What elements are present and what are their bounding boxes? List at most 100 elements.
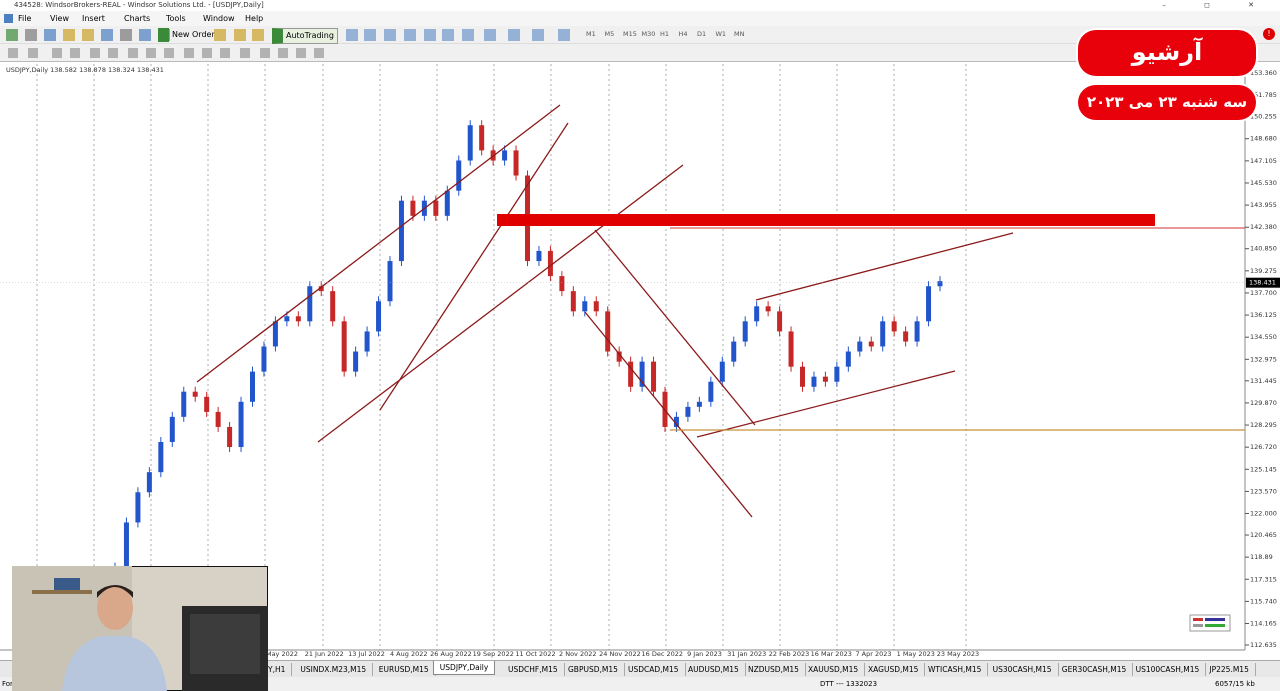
status-bar: For DTT --- 1332023 6057/15 kb bbox=[0, 677, 1280, 691]
trendline bbox=[755, 232, 1014, 301]
toolbar-icon[interactable] bbox=[484, 29, 496, 41]
toolbar-icon[interactable] bbox=[508, 29, 520, 41]
toolbar-icon[interactable] bbox=[462, 29, 474, 41]
menu-item[interactable]: Tools bbox=[166, 14, 186, 23]
candle bbox=[880, 321, 886, 347]
toolbar-icon[interactable] bbox=[558, 29, 570, 41]
timeframe-button[interactable]: W1 bbox=[715, 30, 727, 38]
candle bbox=[433, 200, 439, 216]
draw-tool[interactable] bbox=[260, 48, 270, 58]
menu-item[interactable]: View bbox=[50, 14, 69, 23]
toolbar-icon[interactable] bbox=[82, 29, 94, 41]
chart-tab[interactable]: JP225.M15 bbox=[1203, 663, 1256, 676]
timeframe-button[interactable]: M5 bbox=[604, 30, 615, 38]
window-controls[interactable]: – ◻ ✕ bbox=[1162, 1, 1272, 9]
draw-tool[interactable] bbox=[52, 48, 62, 58]
toolbar-icon[interactable] bbox=[25, 29, 37, 41]
draw-tool[interactable] bbox=[240, 48, 250, 58]
timeframe-button[interactable]: D1 bbox=[697, 30, 707, 38]
draw-tool[interactable] bbox=[184, 48, 194, 58]
chart-tab[interactable]: XAUUSD,M15 bbox=[802, 663, 866, 676]
chart-tabs: Y,H1 USINDX.M23,M15 EURUSD,M15 USDJPY,Daily… bbox=[0, 660, 1280, 677]
candle bbox=[857, 341, 863, 352]
chart-tab[interactable]: XAGUSD,M15 bbox=[862, 663, 926, 676]
y-tick-label: 150.255 bbox=[1250, 113, 1277, 121]
timeframe-button[interactable]: M30 bbox=[641, 30, 656, 38]
chart-tab[interactable]: USINDX.M23,M15 bbox=[294, 663, 374, 676]
draw-tool[interactable] bbox=[108, 48, 118, 58]
y-tick-label: 112.635 bbox=[1250, 641, 1277, 649]
chart-tab[interactable]: GER30CASH,M15 bbox=[1056, 663, 1134, 676]
timeframe-button[interactable]: H1 bbox=[660, 30, 670, 38]
candle bbox=[307, 286, 313, 322]
new-order-button[interactable]: New Order bbox=[158, 28, 218, 42]
timeframe-button[interactable]: MN bbox=[734, 30, 745, 38]
current-price-label: 138.431 bbox=[1249, 279, 1276, 287]
draw-tool[interactable] bbox=[8, 48, 18, 58]
chart-tab[interactable]: US100CASH,M15 bbox=[1130, 663, 1207, 676]
chart-tab[interactable]: WTICASH,M15 bbox=[922, 663, 989, 676]
toolbar-icon[interactable] bbox=[6, 29, 18, 41]
draw-tool[interactable] bbox=[220, 48, 230, 58]
auto-trading-button[interactable]: AutoTrading bbox=[272, 28, 338, 44]
y-tick-label: 139.275 bbox=[1250, 267, 1277, 275]
draw-tool[interactable] bbox=[202, 48, 212, 58]
chart-tab[interactable]: Y,H1 bbox=[262, 663, 293, 676]
toolbar-icon[interactable] bbox=[63, 29, 75, 41]
x-tick-label: 16 Mar 2023 bbox=[811, 650, 852, 658]
draw-tool[interactable] bbox=[90, 48, 100, 58]
draw-tool[interactable] bbox=[28, 48, 38, 58]
candle bbox=[272, 321, 278, 347]
y-tick-label: 125.145 bbox=[1250, 465, 1277, 473]
draw-tool[interactable] bbox=[70, 48, 80, 58]
toolbar-icon[interactable] bbox=[364, 29, 376, 41]
toolbar-icon[interactable] bbox=[252, 29, 264, 41]
chart-tab[interactable]: AUDUSD,M15 bbox=[682, 663, 746, 676]
y-tick-label: 129.870 bbox=[1250, 399, 1277, 407]
menu-item[interactable]: Insert bbox=[82, 14, 105, 23]
draw-tool[interactable] bbox=[314, 48, 324, 58]
draw-tool[interactable] bbox=[278, 48, 288, 58]
toolbar-icon[interactable] bbox=[139, 29, 151, 41]
toolbar-icon[interactable] bbox=[442, 29, 454, 41]
toolbar-icon[interactable] bbox=[346, 29, 358, 41]
window-title: 434528: WindsorBrokers-REAL - Windsor So… bbox=[14, 1, 264, 9]
draw-tool[interactable] bbox=[164, 48, 174, 58]
candle bbox=[238, 401, 244, 448]
menu-item[interactable]: File bbox=[18, 14, 32, 23]
alert-badge[interactable]: ! bbox=[1263, 28, 1275, 40]
chart-tab[interactable]: EURUSD,M15 bbox=[373, 663, 436, 676]
draw-tool[interactable] bbox=[128, 48, 138, 58]
trendline bbox=[696, 370, 956, 438]
chart-tab[interactable]: US30CASH,M15 bbox=[987, 663, 1059, 676]
draw-tool[interactable] bbox=[296, 48, 306, 58]
toolbar-icon[interactable] bbox=[404, 29, 416, 41]
draw-tool[interactable] bbox=[146, 48, 156, 58]
candle bbox=[628, 361, 634, 387]
menu-item[interactable]: Charts bbox=[124, 14, 151, 23]
toolbar-icon[interactable] bbox=[234, 29, 246, 41]
toolbar-icon[interactable] bbox=[424, 29, 436, 41]
candle bbox=[192, 391, 198, 397]
timeframe-button[interactable]: M15 bbox=[623, 30, 637, 38]
toolbar-icon[interactable] bbox=[120, 29, 132, 41]
menu-item[interactable]: Help bbox=[245, 14, 264, 23]
candle bbox=[330, 291, 336, 322]
y-tick-label: 147.105 bbox=[1250, 157, 1277, 165]
chart-tab[interactable]: USDCAD,M15 bbox=[622, 663, 686, 676]
toolbar-icon[interactable] bbox=[101, 29, 113, 41]
toolbar-icon[interactable] bbox=[384, 29, 396, 41]
chart-tab[interactable]: USDCHF,M15 bbox=[502, 663, 565, 676]
y-tick-label: 128.295 bbox=[1250, 421, 1277, 429]
chart-tab[interactable]: NZDUSD,M15 bbox=[742, 663, 806, 676]
chart-tab[interactable]: GBPUSD,M15 bbox=[562, 663, 625, 676]
candle bbox=[593, 301, 599, 312]
chart-tab[interactable]: USDJPY,Daily bbox=[432, 661, 496, 675]
x-tick-label: 9 Jan 2023 bbox=[687, 650, 722, 658]
toolbar-icon[interactable] bbox=[44, 29, 56, 41]
toolbar-icon[interactable] bbox=[532, 29, 544, 41]
timeframe-button[interactable]: M1 bbox=[586, 30, 596, 38]
timeframe-button[interactable]: H4 bbox=[678, 30, 688, 38]
toolbar-icon[interactable] bbox=[214, 29, 226, 41]
menu-item[interactable]: Window bbox=[203, 14, 235, 23]
